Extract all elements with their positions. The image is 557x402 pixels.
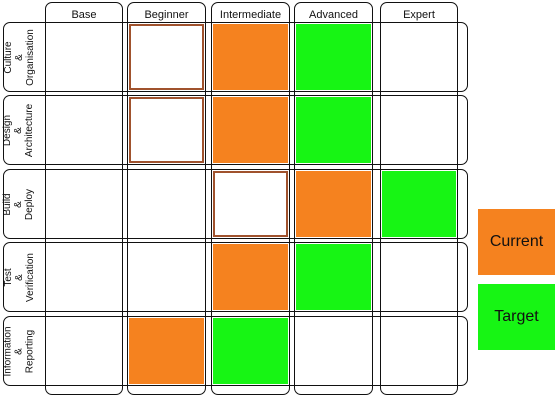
row-frame [3, 242, 468, 312]
row-frame [3, 316, 468, 386]
cell-outline [129, 24, 204, 90]
row-frame [3, 95, 468, 165]
row-label-text: Culture & Organisation [2, 28, 36, 86]
column-beginner: Beginner [127, 2, 206, 395]
cell-target [382, 171, 456, 237]
cell-current [213, 97, 288, 163]
column-header: Advanced [309, 9, 358, 21]
column-expert: Expert [380, 2, 458, 395]
cell-target [296, 97, 371, 163]
row-frame [3, 22, 468, 92]
row-label: Design & Architecture [2, 95, 36, 165]
row-frame [3, 169, 468, 239]
cell-outline [129, 97, 204, 163]
cell-outline [213, 171, 288, 237]
cell-target [213, 318, 288, 384]
cell-current [129, 318, 204, 384]
column-advanced: Advanced [294, 2, 373, 395]
row-label: Information & Reporting [2, 316, 36, 386]
column-header: Base [71, 9, 97, 21]
row-label: Build & Deploy [2, 169, 36, 239]
row-label-text: Build & Deploy [2, 188, 36, 220]
column-intermediate: Intermediate [211, 2, 290, 395]
cell-target [296, 244, 371, 310]
cell-target [296, 24, 371, 90]
cell-current [213, 24, 288, 90]
legend-current: Current [478, 209, 555, 275]
row-label: Test & Verification [2, 242, 36, 312]
row-label-text: Information & Reporting [2, 325, 36, 377]
column-base: Base [45, 2, 123, 395]
legend-target: Target [478, 284, 555, 350]
cell-current [213, 244, 288, 310]
row-label-text: Design & Architecture [2, 103, 36, 157]
column-header: Intermediate [219, 9, 282, 21]
column-header: Expert [403, 9, 435, 21]
cell-current [296, 171, 371, 237]
row-label-text: Test & Verification [2, 252, 36, 302]
column-header: Beginner [144, 9, 189, 21]
row-label: Culture & Organisation [2, 22, 36, 92]
